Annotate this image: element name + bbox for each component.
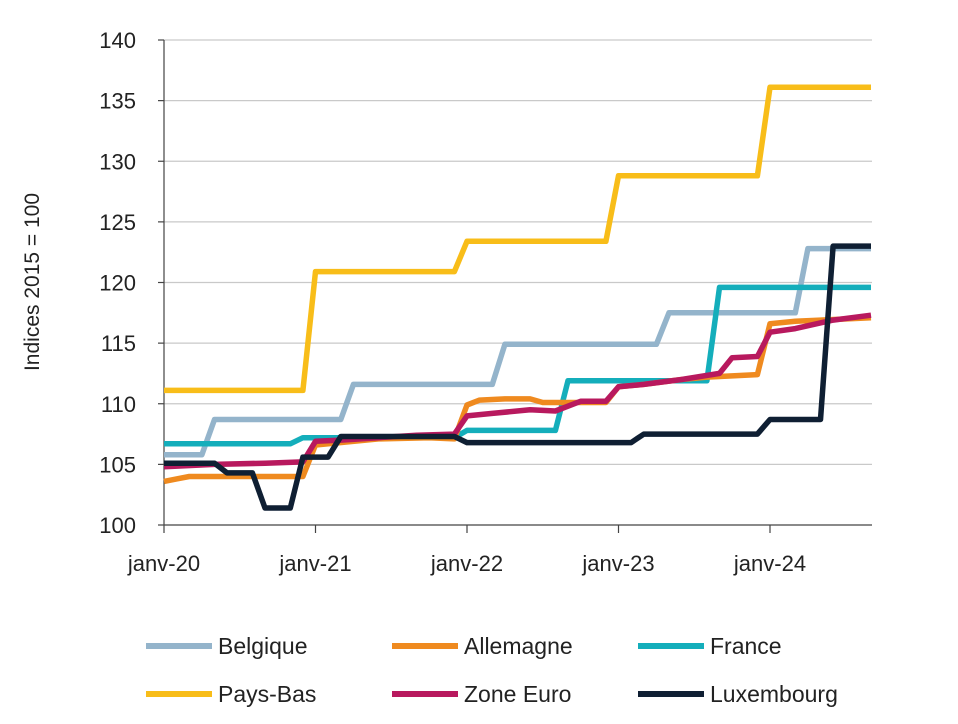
x-tick-label: janv-22: [430, 551, 503, 576]
y-tick-label: 140: [99, 28, 136, 53]
y-tick-label: 100: [99, 513, 136, 538]
x-tick-label: janv-24: [733, 551, 806, 576]
legend-item-allemagne: Allemagne: [392, 633, 573, 659]
x-tick-label: janv-20: [127, 551, 200, 576]
y-tick-label: 115: [101, 331, 136, 356]
legend-label: Zone Euro: [464, 681, 571, 707]
legend-item-zone-euro: Zone Euro: [392, 681, 571, 707]
y-tick-label: 120: [99, 271, 136, 296]
x-tick-label: janv-23: [581, 551, 654, 576]
legend-item-luxembourg: Luxembourg: [638, 681, 838, 707]
series-line-zone-euro: [163, 312, 872, 470]
y-tick-label: 105: [99, 452, 136, 477]
series-line-luxembourg: [164, 243, 871, 511]
legend-label: Belgique: [218, 633, 308, 659]
series-line-france: [164, 284, 871, 447]
series-line-pays-bas: [164, 84, 871, 394]
legend-item-france: France: [638, 633, 782, 659]
x-axis: janv-20 janv-21 janv-22 janv-23 janv-24: [127, 524, 872, 576]
y-axis: 100 105 110 115 120 125 130 135 140: [99, 28, 165, 538]
legend-label: France: [710, 633, 782, 659]
legend-item-pays-bas: Pays-Bas: [146, 681, 316, 707]
legend-label: Allemagne: [464, 633, 573, 659]
y-tick-label: 135: [99, 89, 136, 114]
series-lines: [163, 84, 872, 511]
series-line-allemagne: [163, 314, 872, 485]
series-line-belgique: [164, 245, 871, 458]
y-tick-label: 125: [99, 210, 136, 235]
y-tick-label: 130: [99, 149, 136, 174]
legend-item-belgique: Belgique: [146, 633, 308, 659]
y-tick-label: 110: [101, 392, 136, 417]
legend-label: Luxembourg: [710, 681, 838, 707]
legend-label: Pays-Bas: [218, 681, 316, 707]
x-tick-label: janv-21: [278, 551, 351, 576]
y-axis-title: Indices 2015 = 100: [21, 193, 44, 371]
legend: Belgique Allemagne France Pays-Bas Zone Euro…: [146, 633, 838, 707]
